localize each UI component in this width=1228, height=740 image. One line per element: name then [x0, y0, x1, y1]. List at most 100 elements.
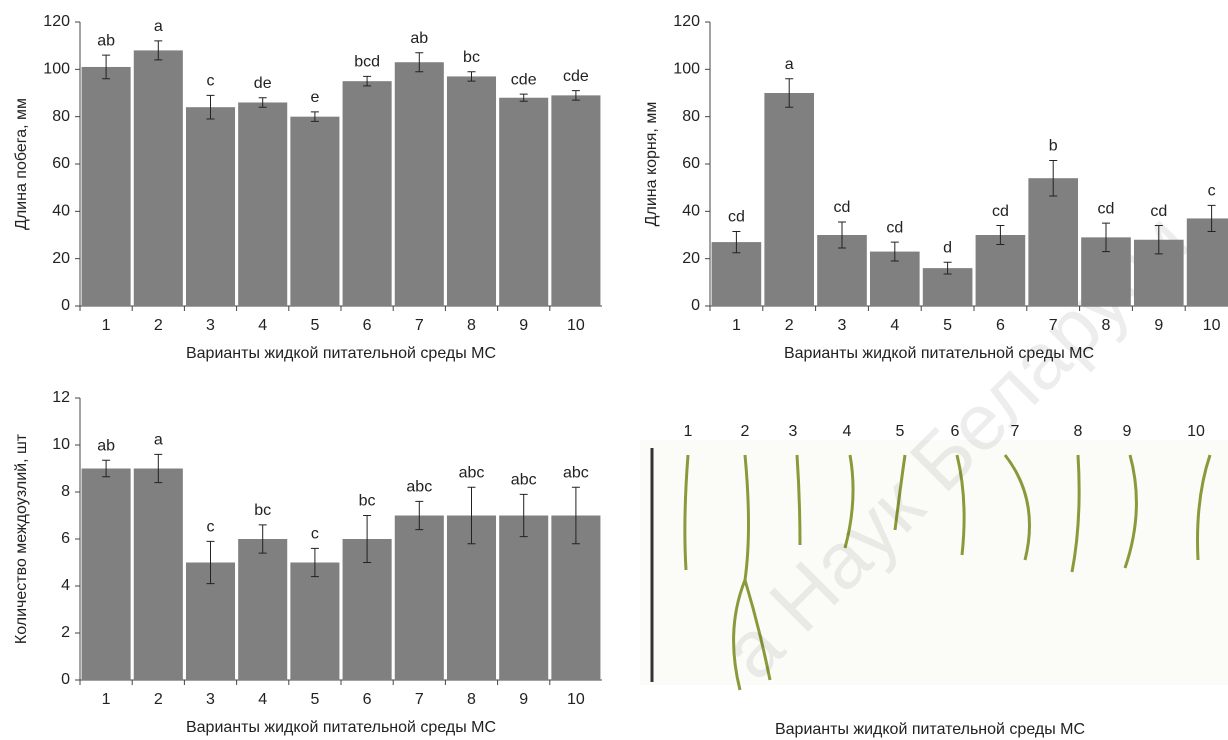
x-tick-label: 7 [1049, 317, 1058, 334]
x-tick-label: 10 [567, 317, 585, 334]
photo-caption: Варианты жидкой питательной среды МС [775, 721, 1085, 738]
significance-label: b [1049, 138, 1058, 155]
bar [1187, 218, 1228, 306]
y-tick-label: 120 [673, 13, 700, 30]
significance-label: bc [359, 493, 376, 510]
significance-label: bc [463, 49, 480, 66]
y-tick-label: 100 [43, 61, 70, 78]
y-tick-label: 2 [61, 624, 70, 641]
bar [82, 67, 131, 306]
y-tick-label: 0 [61, 297, 70, 314]
y-tick-label: 0 [61, 671, 70, 688]
significance-label: a [785, 56, 794, 73]
x-tick-label: 10 [1203, 317, 1221, 334]
x-tick-label: 4 [258, 317, 267, 334]
x-tick-label: 1 [102, 691, 111, 708]
bar [499, 98, 548, 306]
bar [238, 102, 287, 306]
x-tick-label: 4 [258, 691, 267, 708]
x-tick-label: 3 [206, 317, 215, 334]
y-tick-label: 6 [61, 530, 70, 547]
significance-label: abc [406, 479, 432, 496]
significance-label: cd [1098, 200, 1115, 217]
y-tick-label: 10 [52, 436, 70, 453]
photo-label: 7 [1011, 423, 1020, 440]
significance-label: bcd [354, 54, 380, 71]
figure: Варианты жидкой питательной среды МС а Н… [0, 0, 1228, 740]
bar [343, 81, 392, 306]
bar [1028, 178, 1078, 306]
significance-label: cd [834, 199, 851, 216]
bar [764, 93, 814, 306]
significance-label: cd [992, 203, 1009, 220]
bar [290, 117, 339, 306]
x-tick-label: 4 [890, 317, 899, 334]
y-tick-label: 60 [682, 155, 700, 172]
significance-label: ab [97, 32, 115, 49]
significance-label: cd [1150, 203, 1167, 220]
x-tick-label: 2 [154, 317, 163, 334]
significance-label: bc [254, 502, 271, 519]
x-tick-label: 5 [943, 317, 952, 334]
photo-label: 1 [684, 423, 693, 440]
x-tick-label: 8 [467, 691, 476, 708]
significance-label: cde [511, 71, 537, 88]
x-tick-label: 9 [519, 691, 528, 708]
significance-label: abc [563, 465, 589, 482]
x-axis-label: Варианты жидкой питательной среды МС [784, 345, 1094, 362]
significance-label: e [310, 89, 319, 106]
photo-label: 10 [1187, 423, 1205, 440]
photo-label: 8 [1074, 423, 1083, 440]
significance-label: cd [728, 209, 745, 226]
y-axis-label: Длина побега, мм [13, 98, 30, 230]
y-tick-label: 12 [52, 389, 70, 406]
x-axis-label: Варианты жидкой питательной среды МС [186, 345, 496, 362]
bar [82, 469, 131, 681]
x-tick-label: 6 [996, 317, 1005, 334]
x-tick-label: 5 [310, 317, 319, 334]
bar [499, 516, 548, 681]
significance-label: cde [563, 68, 589, 85]
y-tick-label: 20 [682, 250, 700, 267]
x-tick-label: 3 [838, 317, 847, 334]
bar [447, 76, 496, 306]
photo-label: 3 [789, 423, 798, 440]
significance-label: c [311, 526, 319, 543]
x-tick-label: 7 [415, 691, 424, 708]
y-tick-label: 40 [682, 203, 700, 220]
significance-label: c [207, 519, 215, 536]
y-axis-label: Длина корня, мм [643, 102, 660, 227]
significance-label: c [1208, 183, 1216, 200]
significance-label: ab [410, 30, 428, 47]
bar [134, 50, 183, 306]
y-tick-label: 80 [52, 108, 70, 125]
x-tick-label: 6 [363, 691, 372, 708]
photo-label: 2 [741, 423, 750, 440]
x-tick-label: 2 [785, 317, 794, 334]
x-axis-label: Варианты жидкой питательной среды МС [186, 719, 496, 736]
y-tick-label: 20 [52, 250, 70, 267]
y-tick-label: 8 [61, 483, 70, 500]
significance-label: abc [511, 472, 537, 489]
bar [186, 107, 235, 306]
x-tick-label: 3 [206, 691, 215, 708]
y-tick-label: 0 [691, 297, 700, 314]
x-tick-label: 10 [567, 691, 585, 708]
x-tick-label: 9 [519, 317, 528, 334]
x-tick-label: 9 [1154, 317, 1163, 334]
significance-label: ab [97, 437, 115, 454]
bar [976, 235, 1026, 306]
x-tick-label: 2 [154, 691, 163, 708]
bar [395, 62, 444, 306]
x-tick-label: 7 [415, 317, 424, 334]
y-tick-label: 100 [673, 61, 700, 78]
x-tick-label: 1 [732, 317, 741, 334]
bar [238, 539, 287, 680]
photo-label: 4 [843, 423, 852, 440]
significance-label: c [207, 73, 215, 90]
x-tick-label: 8 [467, 317, 476, 334]
photo-label: 6 [951, 423, 960, 440]
significance-label: d [943, 239, 952, 256]
bar [134, 469, 183, 681]
x-tick-label: 8 [1102, 317, 1111, 334]
